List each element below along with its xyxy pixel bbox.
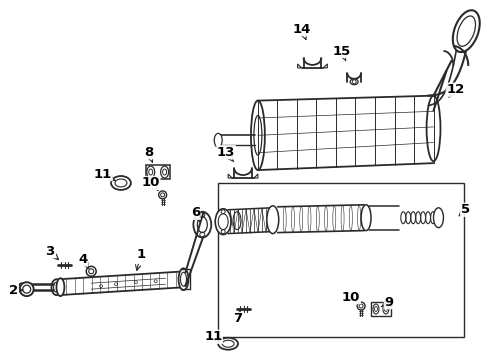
Ellipse shape: [357, 302, 365, 310]
Polygon shape: [371, 302, 391, 316]
Ellipse shape: [161, 166, 169, 178]
Ellipse shape: [159, 191, 167, 199]
Text: 6: 6: [191, 206, 200, 222]
Text: 8: 8: [144, 146, 153, 162]
Ellipse shape: [215, 209, 231, 235]
Text: 10: 10: [342, 291, 360, 303]
Text: 12: 12: [446, 83, 465, 97]
Ellipse shape: [111, 176, 131, 190]
Ellipse shape: [19, 283, 25, 291]
Text: 11: 11: [94, 167, 116, 181]
Polygon shape: [146, 165, 170, 179]
Ellipse shape: [86, 266, 96, 276]
Text: 5: 5: [459, 203, 470, 216]
Text: 15: 15: [332, 45, 350, 61]
Ellipse shape: [20, 282, 34, 296]
Text: 7: 7: [234, 311, 243, 325]
Ellipse shape: [251, 100, 265, 170]
Ellipse shape: [194, 212, 211, 238]
Ellipse shape: [453, 10, 480, 52]
Ellipse shape: [56, 278, 64, 296]
Text: 3: 3: [45, 245, 58, 260]
Bar: [218, 183, 465, 337]
Text: 11: 11: [204, 330, 222, 343]
Text: 10: 10: [142, 176, 160, 190]
Ellipse shape: [214, 133, 222, 147]
Ellipse shape: [218, 338, 238, 350]
Ellipse shape: [361, 205, 371, 231]
Text: 4: 4: [78, 253, 89, 269]
Ellipse shape: [51, 279, 61, 295]
Ellipse shape: [434, 208, 443, 228]
Ellipse shape: [267, 206, 279, 234]
Ellipse shape: [373, 304, 379, 314]
Ellipse shape: [178, 268, 189, 290]
Ellipse shape: [383, 304, 389, 314]
Text: 13: 13: [217, 146, 235, 162]
Text: 1: 1: [136, 248, 146, 270]
Text: 9: 9: [381, 296, 393, 309]
Text: 2: 2: [9, 284, 23, 297]
Text: 14: 14: [293, 23, 311, 40]
Ellipse shape: [427, 96, 441, 161]
Ellipse shape: [147, 166, 155, 178]
